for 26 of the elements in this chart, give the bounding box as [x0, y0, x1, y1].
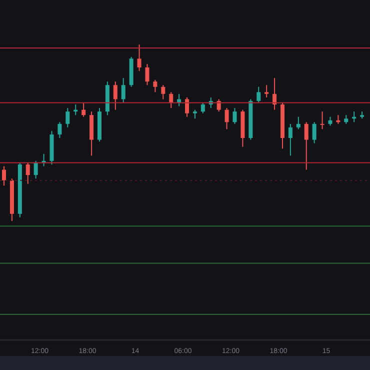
- candlestick: [145, 63, 150, 86]
- candlestick: [272, 78, 277, 110]
- candlestick: [216, 98, 221, 112]
- candlestick: [153, 79, 158, 93]
- candlestick: [58, 122, 62, 138]
- candlestick: [161, 84, 166, 100]
- candlestick: [113, 81, 118, 110]
- candlestick: [232, 108, 237, 124]
- candlestick: [296, 116, 300, 130]
- candlestick: [169, 92, 174, 109]
- candlestick: [66, 108, 70, 128]
- candlestick: [185, 96, 190, 118]
- candlestick: [288, 123, 292, 156]
- candlestick: [312, 122, 316, 144]
- candlestick: [121, 78, 126, 104]
- candlestick: [200, 102, 205, 114]
- candlestick: [224, 108, 229, 130]
- candlestick: [2, 166, 6, 186]
- candlestick: [320, 111, 324, 130]
- candlestick: [137, 44, 142, 72]
- candlestick: [256, 86, 261, 104]
- candlestick: [82, 102, 86, 118]
- candlestick: [26, 162, 30, 184]
- candlestick: [264, 84, 269, 98]
- candlestick: [34, 160, 38, 180]
- candlestick: [304, 122, 308, 170]
